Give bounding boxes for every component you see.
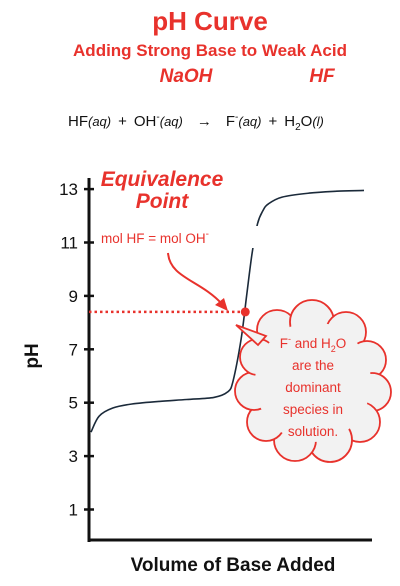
y-tick-label-11: 11 <box>60 234 78 253</box>
mol-equality-label: mol HF = mol OH- <box>101 229 209 246</box>
reactant-oh-state: (aq) <box>160 114 183 129</box>
y-tick-label-3: 3 <box>69 447 78 466</box>
reactant-hf-state: (aq) <box>88 114 111 129</box>
f-charge: - <box>235 112 238 123</box>
equivalence-arrow <box>167 252 223 305</box>
reaction-equation: HF(aq) + OH-(aq) → F-(aq) + H2O(l) <box>68 112 324 133</box>
y-tick-label-5: 5 <box>69 394 78 413</box>
base-formula-label: NaOH <box>160 66 214 87</box>
cloud-text-line4: species in <box>283 402 343 417</box>
mol-label-background <box>99 226 271 248</box>
cloud-text-line2: are the <box>292 358 334 373</box>
y-tick-label-13: 13 <box>59 180 78 199</box>
plus-sign-2: + <box>269 113 278 130</box>
plus-sign: + <box>118 113 127 130</box>
cloud-text-line5: solution. <box>288 424 338 439</box>
chart-title: pH Curve <box>152 6 268 36</box>
equivalence-label-line1: Equivalence <box>101 168 224 191</box>
h2o-subscript: 2 <box>295 122 301 133</box>
mol-oh-charge: - <box>206 229 209 240</box>
product-h: H <box>284 113 295 130</box>
y-axis-title: pH <box>22 343 43 368</box>
mol-equality-text: mol HF = mol OH <box>101 231 206 246</box>
cloud-text-line3: dominant <box>285 380 341 395</box>
product-f: F <box>226 113 235 130</box>
x-axis-title: Volume of Base Added <box>131 555 336 576</box>
acid-formula-label: HF <box>309 66 336 87</box>
titration-curve-line <box>90 189 365 433</box>
y-tick-label-9: 9 <box>69 287 78 306</box>
reaction-arrow: → <box>197 113 212 130</box>
reactant-hf: HF <box>68 113 88 130</box>
cloud-tail <box>235 324 268 347</box>
equivalence-arrow-head <box>215 298 228 311</box>
product-h2o-state: (l) <box>312 114 324 129</box>
oh-charge: - <box>156 112 159 123</box>
cloud-body <box>255 322 371 442</box>
chart-subtitle: Adding Strong Base to Weak Acid <box>73 41 347 60</box>
equivalence-point-marker <box>240 307 250 317</box>
product-f-state: (aq) <box>238 114 261 129</box>
equivalence-label-line2: Point <box>136 190 189 213</box>
reactant-oh: OH <box>134 113 157 130</box>
y-tick-label-7: 7 <box>69 340 78 359</box>
y-tick-label-1: 1 <box>69 501 78 520</box>
cloud-text-line1: F- and H2O <box>280 334 347 354</box>
product-o: O <box>301 113 313 130</box>
